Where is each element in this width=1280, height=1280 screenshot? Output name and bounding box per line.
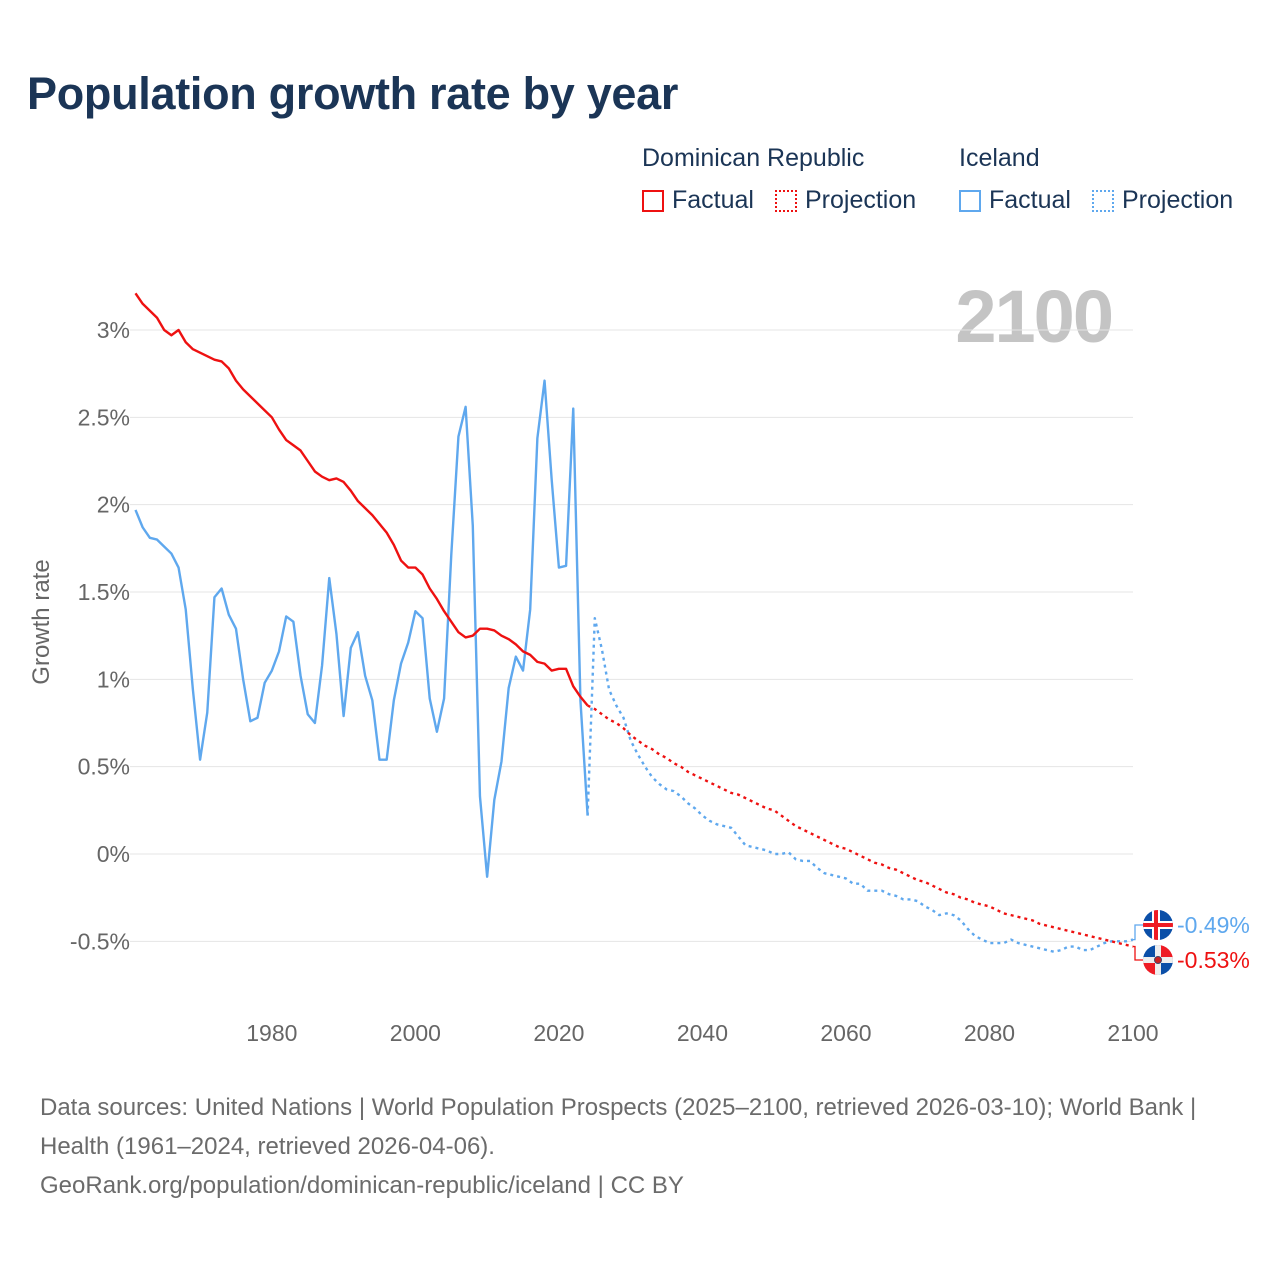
chart-title: Population growth rate by year <box>27 68 679 119</box>
legend-label: Factual <box>672 186 754 214</box>
line-iceland-factual <box>134 379 589 878</box>
connector-iceland <box>1133 924 1143 941</box>
y-tick-label: 3% <box>97 317 130 343</box>
year-display: 2100 <box>955 275 1114 358</box>
y-tick-label: -0.5% <box>70 928 130 954</box>
legend-label: Factual <box>989 186 1071 214</box>
y-tick-label: 0% <box>97 841 130 867</box>
line-dominican-republic-projection <box>587 704 1134 948</box>
legend-label: Projection <box>1122 186 1234 214</box>
end-label-dominican-republic: -0.53% <box>1177 947 1250 973</box>
x-tick-label: 2080 <box>964 1020 1015 1046</box>
legend-group-dominican-republic: Dominican Republic <box>642 144 865 172</box>
source-text: Data sources: United Nations | World Pop… <box>40 1094 1197 1160</box>
legend-iceland-projection[interactable]: Projection <box>1092 186 1233 215</box>
source-note: Data sources: United Nations | World Pop… <box>40 1088 1240 1205</box>
x-tick-label: 2020 <box>533 1020 584 1046</box>
legend-label: Projection <box>805 186 917 214</box>
legend-swatch-dotted <box>775 189 797 212</box>
legend-swatch-solid <box>959 189 981 212</box>
legend-dr-projection[interactable]: Projection <box>775 186 916 215</box>
iceland-flag-icon <box>1143 910 1173 940</box>
x-tick-label: 2000 <box>390 1020 441 1046</box>
flag-cross <box>1154 910 1158 940</box>
y-tick-label: 0.5% <box>78 754 130 780</box>
legend-swatch-solid <box>642 189 664 212</box>
y-tick-label: 2.5% <box>78 404 130 430</box>
flag-emblem <box>1154 956 1162 964</box>
legend-swatch-dotted <box>1092 189 1114 212</box>
y-tick-label: 2% <box>97 492 130 518</box>
y-tick-label: 1% <box>97 666 130 692</box>
dominican-republic-flag-icon <box>1143 945 1173 975</box>
legend-group-iceland: Iceland <box>959 144 1040 172</box>
connector-dominican-republic <box>1133 945 1143 961</box>
y-tick-label: 1.5% <box>78 579 130 605</box>
x-tick-label: 2040 <box>677 1020 728 1046</box>
x-tick-label: 2100 <box>1107 1020 1158 1046</box>
end-label-iceland: -0.49% <box>1177 912 1250 938</box>
line-iceland-projection <box>586 616 1134 954</box>
line-dominican-republic-factual <box>134 292 589 707</box>
legend-dr-factual[interactable]: Factual <box>642 186 754 215</box>
source-link[interactable]: GeoRank.org/population/dominican-republi… <box>40 1172 684 1199</box>
x-tick-label: 2060 <box>820 1020 871 1046</box>
legend-iceland-factual[interactable]: Factual <box>959 186 1071 215</box>
x-tick-label: 1980 <box>246 1020 297 1046</box>
